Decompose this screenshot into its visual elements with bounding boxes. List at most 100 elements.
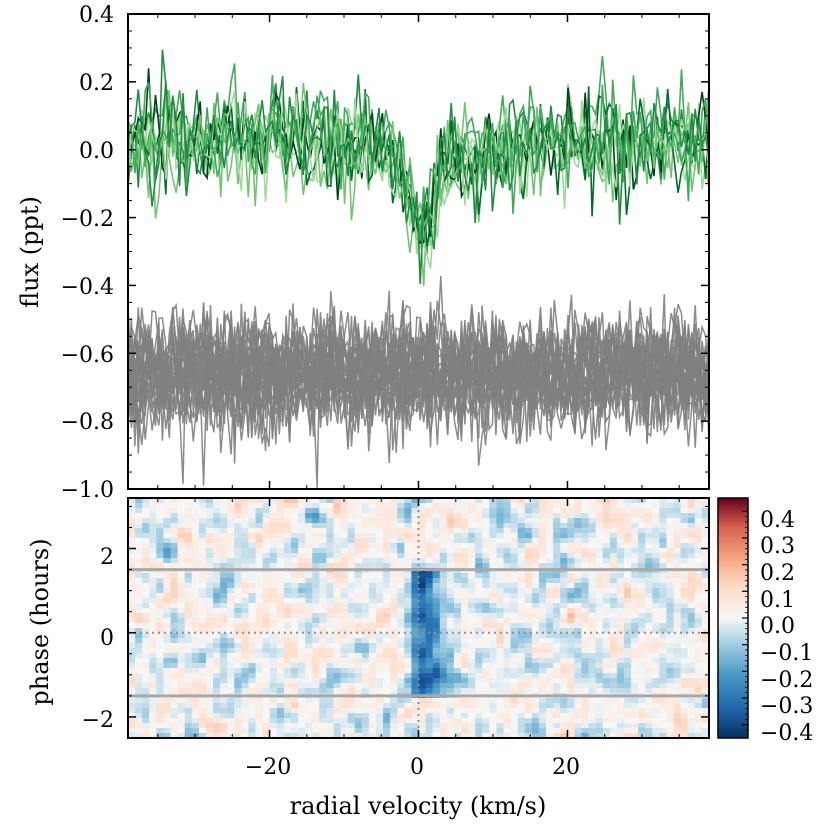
heatmap-cell	[432, 703, 441, 709]
heatmap-cell	[375, 648, 384, 654]
heatmap-cell	[191, 513, 200, 519]
heatmap-cell	[510, 688, 519, 694]
heatmap-cell	[354, 543, 363, 549]
heatmap-cell	[468, 598, 476, 604]
heatmap-cell	[524, 688, 533, 694]
heatmap-cell	[262, 598, 271, 604]
heatmap-cell	[616, 538, 625, 544]
heatmap-cell	[553, 653, 561, 659]
heatmap-cell	[276, 538, 285, 544]
heatmap-cell	[531, 543, 540, 549]
heatmap-cell	[694, 623, 703, 629]
heatmap-cell	[468, 633, 476, 639]
heatmap-cell	[198, 573, 207, 579]
heatmap-cell	[517, 698, 526, 704]
heatmap-cell	[496, 503, 505, 509]
heatmap-cell	[623, 608, 632, 614]
heatmap-cell	[673, 728, 682, 734]
heatmap-cell	[255, 698, 264, 704]
heatmap-cell	[517, 728, 526, 734]
heatmap-cell	[489, 583, 498, 589]
heatmap-cell	[135, 503, 143, 509]
heatmap-cell	[609, 643, 618, 649]
heatmap-cell	[524, 668, 533, 674]
heatmap-cell	[333, 658, 342, 664]
heatmap-cell	[510, 683, 519, 689]
heatmap-cell	[170, 703, 179, 709]
heatmap-cell	[326, 548, 335, 554]
heatmap-cell	[659, 643, 668, 649]
heatmap-cell	[163, 588, 172, 594]
heatmap-cell	[390, 523, 398, 529]
heatmap-cell	[517, 523, 526, 529]
heatmap-cell	[290, 573, 299, 579]
heatmap-cell	[191, 593, 200, 599]
heatmap-cell	[276, 563, 285, 569]
heatmap-cell	[461, 728, 469, 734]
heatmap-cell	[163, 653, 172, 659]
heatmap-cell	[645, 683, 653, 689]
heatmap-cell	[227, 623, 235, 629]
heatmap-cell	[659, 563, 668, 569]
heatmap-cell	[368, 678, 377, 684]
heatmap-cell	[198, 593, 207, 599]
heatmap-cell	[418, 658, 427, 664]
heatmap-cell	[659, 578, 668, 584]
heatmap-cell	[567, 578, 575, 584]
heatmap-cell	[283, 588, 292, 594]
heatmap-cell	[553, 513, 561, 519]
heatmap-cell	[503, 663, 512, 669]
heatmap-cell	[623, 578, 632, 584]
heatmap-cell	[574, 718, 583, 724]
heatmap-cell	[383, 633, 391, 639]
heatmap-cell	[616, 593, 625, 599]
heatmap-cell	[368, 703, 377, 709]
heatmap-cell	[489, 523, 498, 529]
heatmap-cell	[262, 728, 271, 734]
heatmap-cell	[255, 618, 264, 624]
heatmap-cell	[163, 598, 172, 604]
heatmap-cell	[517, 588, 526, 594]
heatmap-cell	[227, 538, 235, 544]
heatmap-cell	[135, 663, 143, 669]
heatmap-cell	[517, 658, 526, 664]
heatmap-cell	[616, 713, 625, 719]
heatmap-cell	[567, 678, 575, 684]
heatmap-cell	[142, 728, 150, 734]
heatmap-cell	[368, 718, 377, 724]
heatmap-cell	[546, 643, 554, 649]
heatmap-cell	[404, 638, 413, 644]
heatmap-cell	[425, 728, 434, 734]
heatmap-cell	[701, 593, 709, 599]
heatmap-cell	[305, 718, 313, 724]
heatmap-cell	[404, 518, 413, 524]
heatmap-cell	[425, 723, 434, 729]
heatmap-cell	[347, 593, 356, 599]
heatmap-cell	[213, 513, 221, 519]
heatmap-cell	[418, 653, 427, 659]
heatmap-cell	[312, 608, 320, 614]
heatmap-cell	[659, 698, 668, 704]
heatmap-cell	[588, 553, 597, 559]
heatmap-cell	[191, 578, 200, 584]
heatmap-cell	[432, 533, 441, 539]
heatmap-cell	[531, 608, 540, 614]
heatmap-cell	[588, 663, 597, 669]
heatmap-cell	[524, 543, 533, 549]
heatmap-cell	[312, 733, 320, 738]
heatmap-cell	[581, 673, 590, 679]
heatmap-cell	[461, 553, 469, 559]
heatmap-cell	[567, 508, 575, 514]
heatmap-cell	[659, 728, 668, 734]
heatmap-cell	[390, 643, 398, 649]
heatmap-cell	[418, 598, 427, 604]
heatmap-cell	[269, 563, 278, 569]
heatmap-cell	[404, 608, 413, 614]
heatmap-cell	[581, 708, 590, 714]
heatmap-cell	[241, 588, 250, 594]
heatmap-cell	[149, 583, 157, 589]
heatmap-cell	[142, 518, 150, 524]
heatmap-cell	[673, 723, 682, 729]
heatmap-cell	[482, 498, 490, 504]
heatmap-cell	[468, 573, 476, 579]
